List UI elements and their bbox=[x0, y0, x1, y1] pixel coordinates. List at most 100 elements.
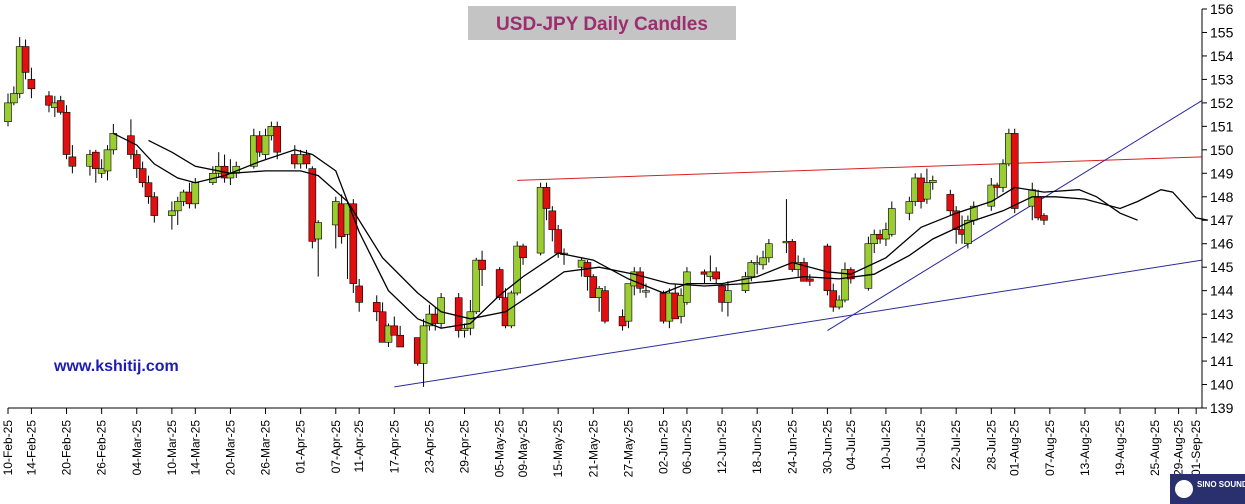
candle bbox=[91, 149, 100, 183]
candle bbox=[220, 154, 229, 183]
x-tick-label: 04-Jul-25 bbox=[844, 420, 858, 470]
candle-body bbox=[132, 154, 141, 169]
candle-body bbox=[56, 100, 65, 113]
candle-body bbox=[261, 135, 270, 155]
candle-body bbox=[800, 262, 808, 282]
y-tick-label: 142 bbox=[1210, 330, 1234, 346]
candle-body bbox=[454, 297, 463, 331]
candle bbox=[355, 278, 363, 312]
candle-body bbox=[829, 290, 838, 308]
candle-body bbox=[554, 229, 562, 254]
x-tick-label: 18-Jun-25 bbox=[750, 420, 764, 474]
x-tick-label: 09-May-25 bbox=[516, 420, 530, 478]
y-tick-label: 150 bbox=[1210, 142, 1234, 158]
x-tick-label: 02-Jun-25 bbox=[657, 420, 671, 474]
candle-body bbox=[536, 187, 545, 254]
y-tick-label: 153 bbox=[1210, 71, 1234, 87]
candle-body bbox=[4, 102, 12, 122]
x-tick-label: 27-May-25 bbox=[621, 420, 635, 478]
candle-body bbox=[191, 182, 200, 205]
candle bbox=[887, 201, 896, 237]
candle-body bbox=[806, 278, 814, 282]
chart-title: USD-JPY Daily Candles bbox=[496, 14, 708, 35]
candle-body bbox=[887, 208, 896, 235]
candle bbox=[132, 149, 141, 178]
candle bbox=[314, 220, 323, 277]
candle bbox=[946, 189, 955, 216]
y-tick-label: 151 bbox=[1210, 118, 1234, 134]
candle-body bbox=[724, 290, 732, 303]
candle bbox=[999, 159, 1007, 193]
x-tick-label: 26-Feb-25 bbox=[95, 420, 109, 476]
candle bbox=[437, 292, 445, 329]
candle bbox=[10, 86, 18, 106]
candle-body bbox=[466, 311, 475, 329]
candle bbox=[261, 128, 270, 160]
candle-body bbox=[355, 285, 363, 303]
y-tick-label: 140 bbox=[1210, 377, 1234, 393]
trendline bbox=[517, 156, 1203, 181]
chart-title-box: USD-JPY Daily Candles bbox=[468, 6, 736, 40]
candle bbox=[542, 182, 551, 221]
x-tick-label: 16-Jul-25 bbox=[914, 420, 928, 470]
y-tick-label: 154 bbox=[1210, 48, 1234, 64]
candle bbox=[62, 105, 71, 160]
candle bbox=[952, 206, 960, 244]
candle bbox=[513, 241, 522, 296]
candle bbox=[349, 199, 358, 293]
candle-body bbox=[928, 180, 937, 183]
candle bbox=[800, 257, 808, 282]
candle-body bbox=[372, 302, 381, 313]
y-tick-label: 156 bbox=[1210, 1, 1234, 17]
candle bbox=[589, 274, 598, 298]
x-tick-label: 07-Aug-25 bbox=[1043, 420, 1057, 476]
candle-body bbox=[1040, 215, 1048, 221]
candle-body bbox=[349, 203, 358, 284]
x-tick-label: 23-Apr-25 bbox=[422, 420, 436, 474]
candle-body bbox=[765, 243, 773, 259]
x-tick-label: 12-Jun-25 bbox=[715, 420, 729, 474]
x-tick-label: 10-Jul-25 bbox=[879, 420, 893, 470]
axes-layer: 139 140 141 142 143 144 145 146 147 148 149 150 151 1… bbox=[1, 1, 1234, 477]
candle bbox=[45, 91, 53, 113]
candle bbox=[68, 145, 77, 174]
candle-body bbox=[905, 201, 914, 214]
x-tick-label: 22-Jul-25 bbox=[949, 420, 963, 470]
candle-body bbox=[548, 210, 557, 230]
candle-body bbox=[173, 201, 182, 212]
candle bbox=[150, 192, 159, 223]
x-tick-label: 25-Aug-25 bbox=[1148, 420, 1162, 476]
x-tick-label: 29-Apr-25 bbox=[458, 420, 472, 474]
candle-body bbox=[150, 196, 159, 216]
candle-body bbox=[624, 283, 633, 322]
candle bbox=[905, 196, 914, 221]
candle bbox=[168, 201, 176, 230]
candle bbox=[601, 285, 609, 324]
candle bbox=[273, 121, 282, 160]
sino-sound-logo: SINO SOUND bbox=[1170, 474, 1245, 504]
y-tick-label: 152 bbox=[1210, 95, 1234, 111]
y-tick-label: 147 bbox=[1210, 212, 1234, 228]
candle-layer bbox=[4, 37, 1048, 387]
candle-body bbox=[841, 269, 849, 301]
candle bbox=[835, 295, 843, 310]
moving-average-layer bbox=[113, 132, 1209, 329]
candle-body bbox=[835, 299, 843, 308]
y-tick-label: 141 bbox=[1210, 353, 1234, 369]
candle bbox=[138, 161, 147, 188]
candle bbox=[636, 267, 644, 293]
candle bbox=[454, 292, 463, 338]
candle bbox=[419, 318, 428, 387]
candle bbox=[964, 215, 972, 249]
candle-body bbox=[519, 245, 527, 259]
y-tick-label: 139 bbox=[1210, 400, 1234, 416]
candle-body bbox=[999, 163, 1007, 188]
candle-body bbox=[788, 241, 797, 270]
x-tick-label: 15-May-25 bbox=[551, 420, 565, 478]
x-tick-label: 20-Mar-25 bbox=[223, 420, 237, 476]
candle bbox=[987, 177, 996, 211]
candle-body bbox=[91, 151, 100, 169]
trendline bbox=[394, 259, 1203, 388]
